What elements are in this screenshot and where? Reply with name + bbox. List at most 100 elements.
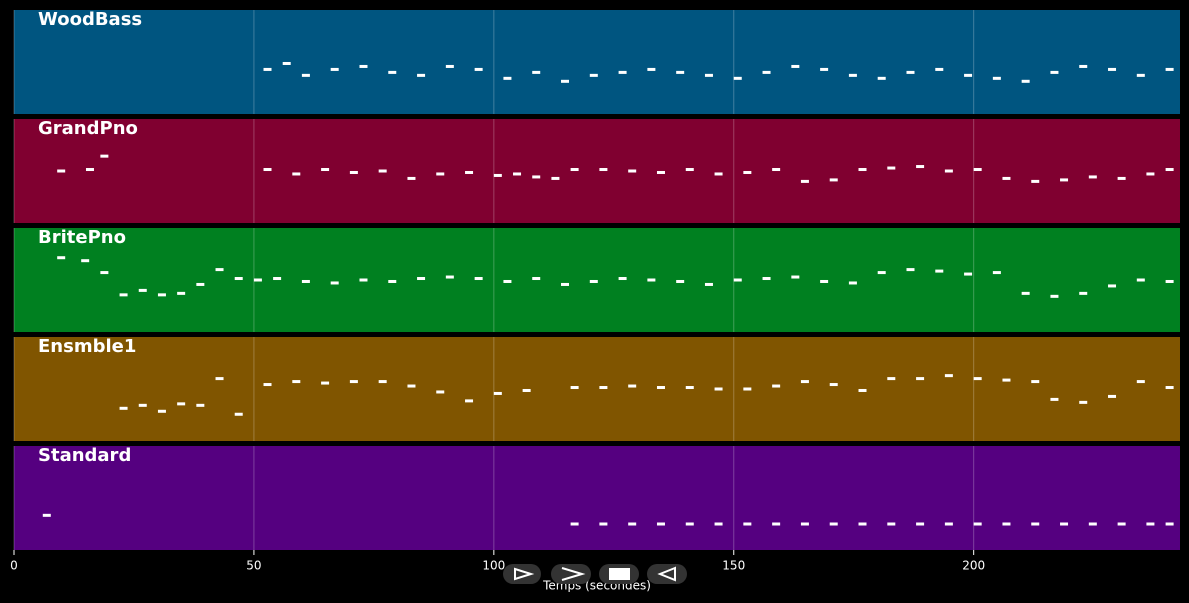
note <box>829 178 838 182</box>
note <box>858 522 867 526</box>
note <box>561 282 570 286</box>
note <box>618 70 627 74</box>
note <box>1136 380 1145 384</box>
note <box>877 271 886 275</box>
note <box>1165 67 1174 71</box>
note <box>1108 394 1117 398</box>
note <box>1165 386 1174 390</box>
note <box>292 380 301 384</box>
note <box>493 173 502 177</box>
note <box>282 61 291 65</box>
note <box>1165 522 1174 526</box>
forward-button[interactable] <box>551 564 591 584</box>
track-lane <box>14 119 1180 223</box>
note <box>647 67 656 71</box>
note <box>388 279 397 283</box>
note <box>820 67 829 71</box>
note <box>973 168 982 172</box>
note <box>599 168 608 172</box>
note <box>704 73 713 77</box>
note <box>1002 522 1011 526</box>
note <box>685 386 694 390</box>
note <box>1002 378 1011 382</box>
note <box>359 64 368 68</box>
note <box>1165 279 1174 283</box>
note <box>618 277 627 281</box>
note <box>791 275 800 279</box>
note <box>916 165 925 169</box>
note <box>349 380 358 384</box>
note <box>628 522 637 526</box>
note <box>100 154 109 158</box>
note <box>1060 522 1069 526</box>
note <box>1165 168 1174 172</box>
note <box>138 288 147 292</box>
note <box>1117 522 1126 526</box>
note <box>906 70 915 74</box>
note <box>944 522 953 526</box>
note <box>714 522 723 526</box>
back-button[interactable] <box>647 564 687 584</box>
note <box>532 277 541 281</box>
note <box>589 73 598 77</box>
note <box>1079 400 1088 404</box>
x-tick-label: 50 <box>246 559 261 573</box>
note <box>992 271 1001 275</box>
note <box>215 268 224 272</box>
note <box>733 278 742 282</box>
note <box>570 522 579 526</box>
note <box>992 76 1001 80</box>
note <box>858 388 867 392</box>
note <box>1050 294 1059 298</box>
note <box>417 277 426 281</box>
note <box>944 169 953 173</box>
back-icon <box>657 566 676 582</box>
note <box>301 73 310 77</box>
note <box>263 168 272 172</box>
note <box>772 384 781 388</box>
note <box>743 522 752 526</box>
note <box>762 277 771 281</box>
x-tick-label: 100 <box>482 559 505 573</box>
note <box>1079 64 1088 68</box>
note <box>877 76 886 80</box>
track-name: WoodBass <box>38 9 142 30</box>
note <box>417 73 426 77</box>
note <box>100 271 109 275</box>
play-button[interactable] <box>503 564 541 584</box>
note <box>1031 522 1040 526</box>
note <box>916 522 925 526</box>
note <box>436 172 445 176</box>
note <box>656 522 665 526</box>
note <box>263 383 272 387</box>
note <box>196 403 205 407</box>
note <box>465 170 474 174</box>
note <box>378 169 387 173</box>
x-tick-label: 200 <box>962 559 985 573</box>
note <box>676 279 685 283</box>
note <box>829 522 838 526</box>
note <box>791 64 800 68</box>
note <box>1146 172 1155 176</box>
note <box>378 380 387 384</box>
play-icon <box>514 567 535 581</box>
note <box>570 168 579 172</box>
note <box>858 168 867 172</box>
note <box>177 402 186 406</box>
note <box>743 170 752 174</box>
note <box>848 281 857 285</box>
note <box>1050 397 1059 401</box>
note <box>292 172 301 176</box>
note <box>743 387 752 391</box>
note <box>800 522 809 526</box>
note <box>436 390 445 394</box>
note <box>887 522 896 526</box>
note <box>733 76 742 80</box>
note <box>177 291 186 295</box>
note <box>935 67 944 71</box>
note <box>1088 522 1097 526</box>
note <box>532 175 541 179</box>
note <box>81 259 90 263</box>
note <box>599 522 608 526</box>
